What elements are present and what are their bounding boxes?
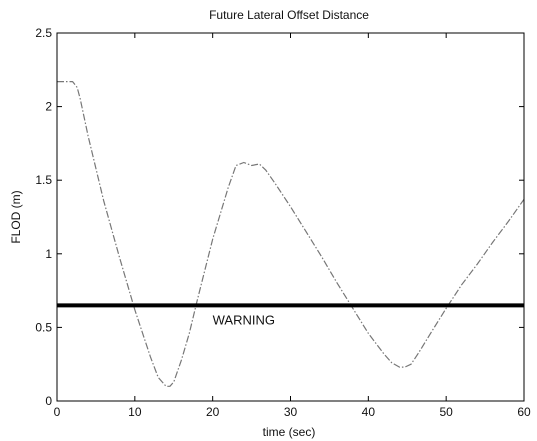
x-tick-label: 10 <box>128 405 142 419</box>
x-tick-label: 20 <box>206 405 220 419</box>
y-tick-label: 1.5 <box>35 173 52 187</box>
x-tick-label: 0 <box>54 405 61 419</box>
data-series <box>57 80 525 387</box>
y-tick-label: 2.5 <box>35 26 52 40</box>
x-tick-label: 40 <box>362 405 376 419</box>
x-tick-label: 50 <box>439 405 453 419</box>
x-tick-label: 60 <box>517 405 531 419</box>
y-tick-label: 2 <box>45 100 52 114</box>
axis-ticks: 0 10 20 30 40 50 60 0 0.5 1 1.5 2 2.5 <box>35 26 531 419</box>
y-tick-label: 0 <box>45 394 52 408</box>
y-axis-label: FLOD (m) <box>9 190 23 243</box>
warning-threshold: WARNING <box>57 303 524 327</box>
warning-label: WARNING <box>213 312 275 327</box>
y-tick-label: 0.5 <box>35 320 52 334</box>
y-tick-label: 1 <box>45 247 52 261</box>
x-tick-label: 30 <box>284 405 298 419</box>
flod-series-line <box>57 80 525 387</box>
plot-frame <box>56 32 525 402</box>
x-axis-label: time (sec) <box>263 425 316 439</box>
chart-title: Future Lateral Offset Distance <box>209 8 369 22</box>
